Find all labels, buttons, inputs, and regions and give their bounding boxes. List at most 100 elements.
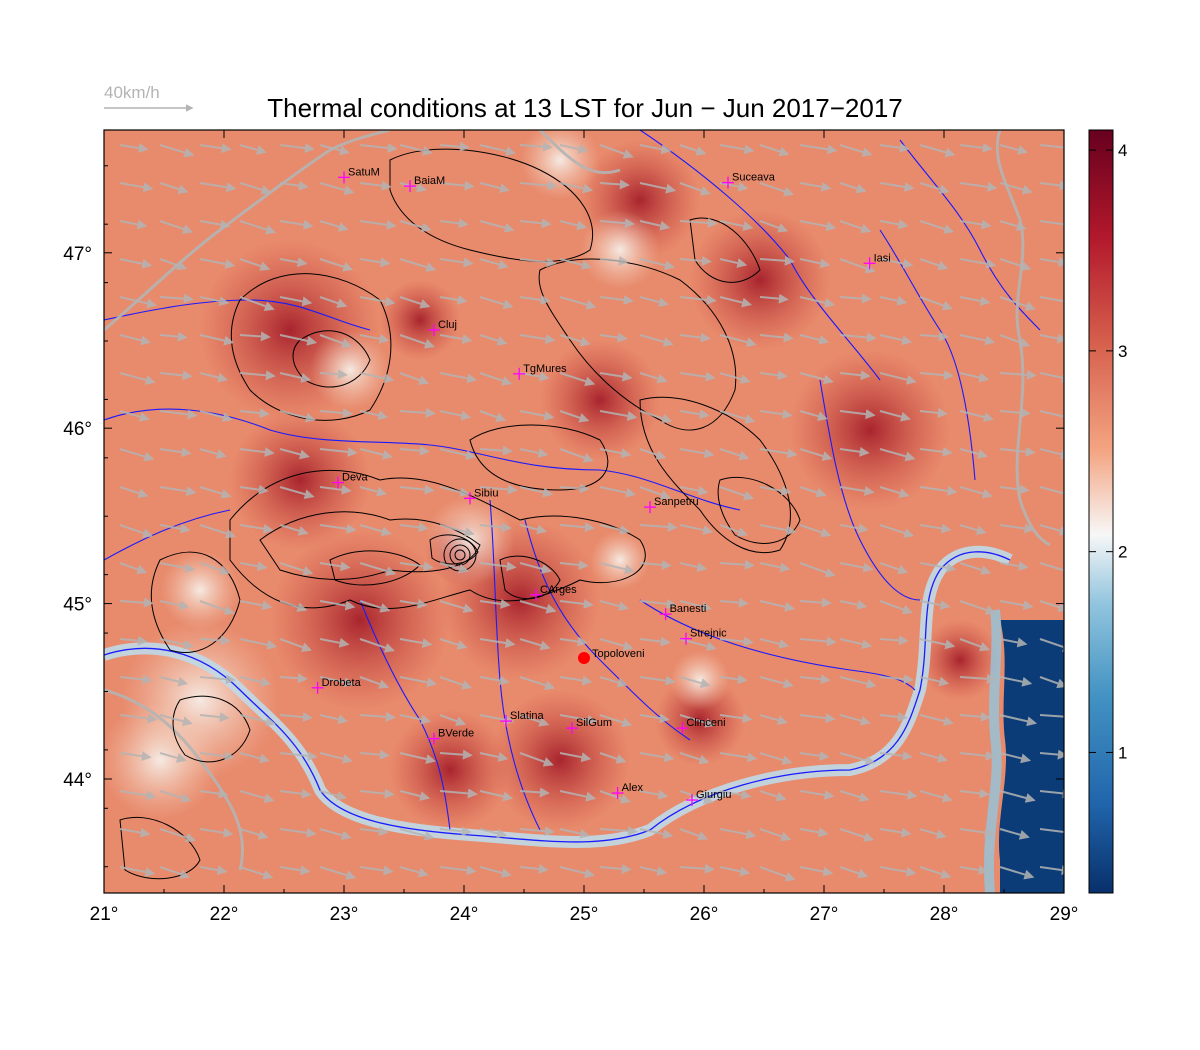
wind-arrow: [359, 219, 397, 230]
wind-arrow: [639, 258, 675, 271]
wind-arrow: [599, 825, 638, 836]
wind-arrow: [999, 523, 1035, 534]
wind-arrow: [1039, 144, 1064, 149]
wind-arrow: [479, 220, 515, 233]
wind-arrow: [199, 600, 235, 615]
wind-arrow: [319, 714, 349, 725]
wind-arrow: [279, 712, 313, 722]
wind-arrow: [479, 522, 512, 533]
x-tick-label: 29°: [1050, 904, 1079, 925]
station-label: BaiaM: [414, 175, 445, 187]
wind-arrow: [679, 217, 718, 228]
wind-arrow: [559, 636, 588, 647]
wind-arrow: [799, 296, 836, 308]
wind-arrow: [1039, 676, 1064, 689]
wind-arrow: [919, 523, 952, 534]
wind-arrow: [399, 828, 435, 841]
wind-arrow: [919, 752, 949, 763]
wind-arrow: [919, 485, 958, 496]
wind-arrow: [799, 866, 834, 877]
wind-arrow: [199, 674, 236, 685]
wind-arrow: [599, 294, 634, 305]
wind-arrow: [119, 562, 148, 575]
wind-arrow: [599, 676, 628, 688]
wind-arrow: [479, 144, 517, 156]
wind-arrow: [639, 334, 674, 347]
wind-arrow: [119, 751, 152, 762]
colorbar-tick-label: 1: [1118, 743, 1127, 762]
wind-arrow: [159, 790, 192, 803]
wind-arrow: [399, 598, 428, 609]
station-label: SatuM: [348, 166, 380, 178]
wind-arrow: [479, 372, 513, 386]
wind-arrow: [719, 181, 749, 192]
wind-arrow: [359, 826, 389, 837]
wind-arrow: [599, 255, 629, 266]
wind-arrow: [1039, 638, 1064, 652]
wind-arrow: [319, 790, 348, 801]
wind-arrow: [279, 257, 308, 268]
wind-arrow: [199, 562, 231, 575]
wind-arrow: [399, 334, 435, 349]
wind-arrow: [399, 561, 434, 572]
wind-arrow: [479, 182, 511, 193]
wind-arrow: [319, 637, 350, 648]
wind-arrow: [759, 524, 797, 536]
x-tick-label: 23°: [330, 904, 359, 925]
wind-arrow: [319, 866, 357, 880]
station: Slatina: [500, 710, 545, 728]
wind-arrow: [879, 635, 909, 646]
wind-arrow: [159, 638, 195, 650]
wind-arrow: [799, 713, 836, 724]
wind-arrow: [359, 676, 390, 689]
field-patch: [380, 280, 460, 360]
wind-arrow: [599, 448, 632, 459]
wind-arrow: [719, 674, 748, 685]
wind-arrow: [159, 144, 195, 158]
wind-arrow: [679, 485, 709, 496]
y-tick-label: 45°: [63, 595, 92, 616]
wind-arrow: [999, 144, 1029, 155]
wind-arrow: [359, 142, 398, 153]
wind-arrow: [399, 638, 433, 648]
wind-arrow: [679, 332, 711, 343]
wind-arrow: [479, 638, 516, 648]
station-label: Cluj: [438, 319, 457, 331]
wind-arrow: [879, 789, 918, 800]
wind-arrow: [119, 635, 148, 646]
wind-arrow: [719, 713, 753, 724]
wind-arrow: [999, 561, 1029, 571]
wind-arrow: [759, 752, 793, 765]
wind-arrow: [439, 294, 468, 305]
coastal-gradient: [983, 609, 1002, 893]
wind-arrow: [919, 638, 956, 650]
wind-arrow: [719, 220, 754, 231]
wind-arrow: [359, 410, 389, 421]
wind-arrow: [639, 486, 671, 500]
station: Alex: [611, 782, 643, 800]
wind-arrow: [719, 828, 757, 840]
wind-arrow: [999, 182, 1033, 195]
wind-arrow: [679, 409, 710, 420]
wind-arrow: [439, 562, 469, 574]
wind-arrow: [199, 372, 229, 383]
wind-arrow: [559, 483, 590, 494]
wind-arrow: [439, 826, 472, 837]
wind-reference: 40km/h: [104, 83, 194, 112]
wind-arrow: [199, 448, 227, 459]
station-label: Drobeta: [322, 677, 362, 689]
field-patch: [670, 650, 730, 710]
wind-arrow: [879, 182, 915, 192]
wind-arrow: [279, 600, 308, 612]
station: BVerde: [428, 728, 474, 745]
wind-arrow: [159, 828, 197, 843]
wind-arrow: [479, 484, 518, 495]
wind-arrow: [439, 448, 477, 460]
wind-arrow: [199, 635, 231, 646]
wind-arrow: [839, 599, 868, 610]
field-patch: [690, 210, 830, 350]
wind-arrow: [239, 752, 270, 764]
wind-arrow: [919, 258, 949, 271]
wind-arrow: [559, 296, 597, 310]
wind-arrow: [719, 486, 754, 501]
